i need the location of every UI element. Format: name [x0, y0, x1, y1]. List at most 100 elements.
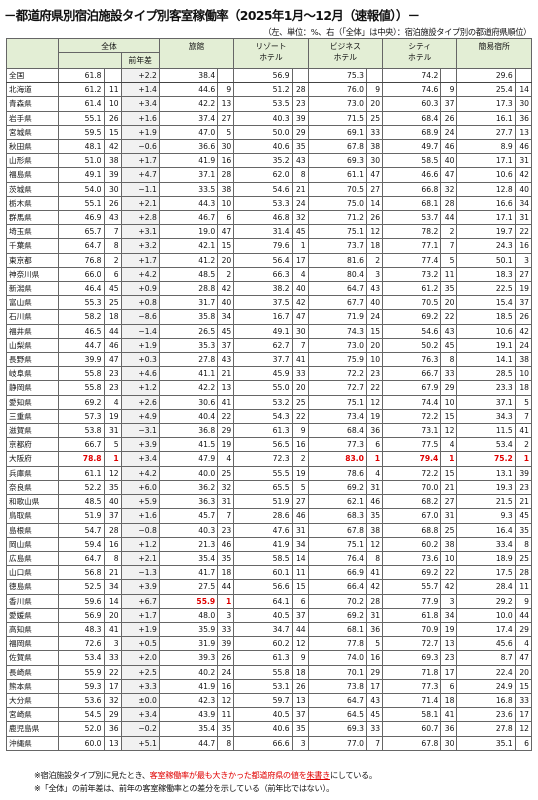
prefecture-name: 岐阜県: [5, 366, 60, 382]
city-rate: 67.8: [382, 735, 442, 751]
ryokan-rank: 6: [217, 210, 235, 226]
all-diff: +0.9: [120, 281, 160, 297]
business-rank: 14: [365, 195, 384, 212]
city-rate: 49.7: [382, 139, 442, 155]
business-rank: 30: [365, 153, 384, 169]
business-rate: 67.8: [307, 522, 367, 538]
footnotes: ※宿泊施設タイプ別に見たとき、客室稼働率が最も大きかった都道府県の値を朱書きにし…: [34, 769, 377, 794]
business-rate: 75.0: [307, 195, 367, 212]
all-rate: 55.1: [58, 110, 105, 126]
table-row: 富山県 55.3 25 +0.8 31.7 40 37.5 42 67.7 40 70.5 20 15.…: [5, 295, 533, 311]
resort-rate: 51.9: [233, 494, 293, 510]
resort-rank: 3: [291, 735, 309, 751]
all-rate: 57.3: [58, 408, 105, 425]
all-diff: +1.2: [120, 380, 160, 396]
all-rate: 49.1: [58, 167, 105, 183]
ryokan-rank: 4: [217, 451, 235, 467]
business-rank: 26: [365, 210, 384, 226]
all-diff: +1.6: [120, 508, 160, 524]
ryokan-rate: 35.9: [158, 621, 219, 638]
ryokan-rank: 8: [217, 735, 235, 751]
ryokan-rate: 35.8: [158, 309, 219, 325]
city-rate: 73.2: [382, 266, 442, 283]
business-rate: 73.8: [307, 678, 367, 694]
ryokan-rate: 40.4: [158, 408, 219, 425]
city-rank: [440, 67, 458, 84]
ryokan-rate: 42.2: [158, 96, 219, 112]
business-rank: 33: [365, 721, 384, 737]
ryokan-rank: 35: [217, 550, 235, 567]
prefecture-name: 千葉県: [5, 238, 60, 254]
business-rate: 77.0: [307, 735, 367, 751]
ryokan-rate: 41.1: [158, 366, 219, 382]
ryokan-rank: 45: [217, 323, 235, 339]
business-rank: 10: [365, 352, 384, 368]
resort-rate: 79.6: [233, 238, 293, 254]
header-resort-hotel: リゾート ホテル: [233, 38, 309, 69]
prefecture-name: 岡山県: [5, 536, 60, 552]
all-rate: 51.9: [58, 508, 105, 524]
all-diff: +1.4: [120, 82, 160, 98]
resort-rank: 26: [291, 678, 309, 694]
simple-rank: 31: [514, 153, 533, 169]
city-rate: 68.9: [382, 124, 442, 141]
all-rate: 53.8: [58, 423, 105, 439]
table-row: 岩手県 55.1 26 +1.6 37.4 27 40.3 39 71.5 25 68.4 26 16.…: [5, 110, 533, 126]
prefecture-name: 鹿児島県: [5, 721, 60, 737]
ryokan-rate: 42.2: [158, 380, 219, 396]
all-rank: [103, 67, 122, 84]
prefecture-name: 島根県: [5, 522, 60, 538]
ryokan-rank: 40: [217, 295, 235, 311]
ryokan-rank: 29: [217, 423, 235, 439]
ryokan-rate: 37.4: [158, 110, 219, 126]
all-rank: 42: [103, 139, 122, 155]
header-business-hotel: ビジネス ホテル: [307, 38, 384, 69]
ryokan-rank: 23: [217, 522, 235, 538]
city-rank: 12: [440, 423, 458, 439]
prefecture-name: 和歌山県: [5, 494, 60, 510]
all-rate: 55.1: [58, 195, 105, 212]
resort-rate: 54.3: [233, 408, 293, 425]
city-rate: 74.6: [382, 82, 442, 98]
ryokan-rank: 34: [217, 309, 235, 325]
simple-rate: 29.6: [456, 67, 516, 84]
city-rate: 73.6: [382, 550, 442, 567]
simple-rate: 24.9: [456, 678, 516, 694]
all-rate: 51.0: [58, 153, 105, 169]
table-row: 島根県 54.7 28 −0.8 40.3 23 47.6 31 67.8 38 68.8 25 16.…: [5, 522, 533, 538]
all-rate: 56.8: [58, 565, 105, 581]
ryokan-rank: 2: [217, 266, 235, 283]
resort-rank: 25: [291, 394, 309, 410]
city-rank: 20: [440, 295, 458, 311]
simple-rank: 12: [514, 721, 533, 737]
business-rate: 83.0: [307, 451, 367, 467]
resort-rate: 55.0: [233, 380, 293, 396]
simple-rank: 23: [514, 479, 533, 496]
ryokan-rank: 25: [217, 465, 235, 481]
simple-rate: 17.3: [456, 96, 516, 112]
prefecture-name: 栃木県: [5, 195, 60, 212]
business-rank: 6: [365, 437, 384, 453]
prefecture-name: 宮城県: [5, 124, 60, 141]
business-rank: 36: [365, 423, 384, 439]
all-rate: 55.8: [58, 366, 105, 382]
simple-rate: 34.3: [456, 408, 516, 425]
resort-rank: 37: [291, 707, 309, 723]
all-rank: 23: [103, 380, 122, 396]
business-rate: 72.7: [307, 380, 367, 396]
resort-rate: 60.2: [233, 636, 293, 652]
all-rate: 55.9: [58, 664, 105, 680]
city-rate: 77.3: [382, 678, 442, 694]
resort-rate: 38.2: [233, 281, 293, 297]
table-row: 滋賀県 53.8 31 −3.1 36.8 29 61.3 9 68.4 36 73.1 12 11.5…: [5, 423, 533, 439]
simple-rate: 10.6: [456, 323, 516, 339]
all-diff: +3.9: [120, 579, 160, 595]
ryokan-rank: 3: [217, 607, 235, 623]
simple-rate: 18.9: [456, 550, 516, 567]
header-all: 全体: [58, 38, 160, 53]
city-rank: 36: [440, 721, 458, 737]
prefecture-name: 鳥取県: [5, 508, 60, 524]
city-rate: 79.4: [382, 451, 442, 467]
resort-rate: 64.1: [233, 593, 293, 609]
prefecture-name: 福島県: [5, 167, 60, 183]
